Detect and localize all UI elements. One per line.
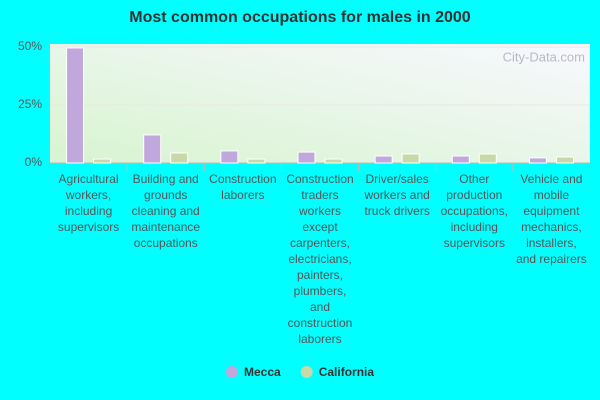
bar <box>451 155 470 164</box>
bar <box>555 156 574 164</box>
bar <box>297 151 316 164</box>
watermark: City-Data.com <box>503 49 585 64</box>
bar <box>93 158 112 164</box>
bar <box>401 153 420 164</box>
x-tick-label: Construction laborers <box>209 172 276 202</box>
bar <box>324 158 343 164</box>
x-tick-label: Driver/sales workers and truck drivers <box>363 172 429 218</box>
bar <box>478 153 497 164</box>
bar <box>374 155 393 164</box>
bar <box>170 152 189 164</box>
x-tick-label: Agricultural workers, including supervisors <box>58 172 119 234</box>
x-tick-label: Building and grounds cleaning and maintenan… <box>131 172 200 250</box>
legend-label: Mecca <box>244 365 281 379</box>
x-tick-label: Vehicle and mobile equipment mechanics, inst… <box>516 172 587 266</box>
bar <box>66 47 85 164</box>
bar <box>528 157 547 164</box>
legend-swatch <box>300 366 313 378</box>
y-tick-label: 50% <box>18 39 42 53</box>
legend-label: California <box>319 365 375 379</box>
bar <box>247 158 266 164</box>
plot-area <box>50 44 590 163</box>
legend-swatch <box>226 366 238 378</box>
y-tick-label: 25% <box>18 97 42 111</box>
bar <box>143 134 162 164</box>
bar <box>220 150 239 164</box>
x-tick-label: Construction traders workers except carpente… <box>286 172 353 346</box>
x-tick-label: Other production occupations, including supe… <box>441 172 508 250</box>
y-tick-label: 0% <box>25 155 43 169</box>
chart-title: Most common occupations for males in 200… <box>129 9 471 26</box>
